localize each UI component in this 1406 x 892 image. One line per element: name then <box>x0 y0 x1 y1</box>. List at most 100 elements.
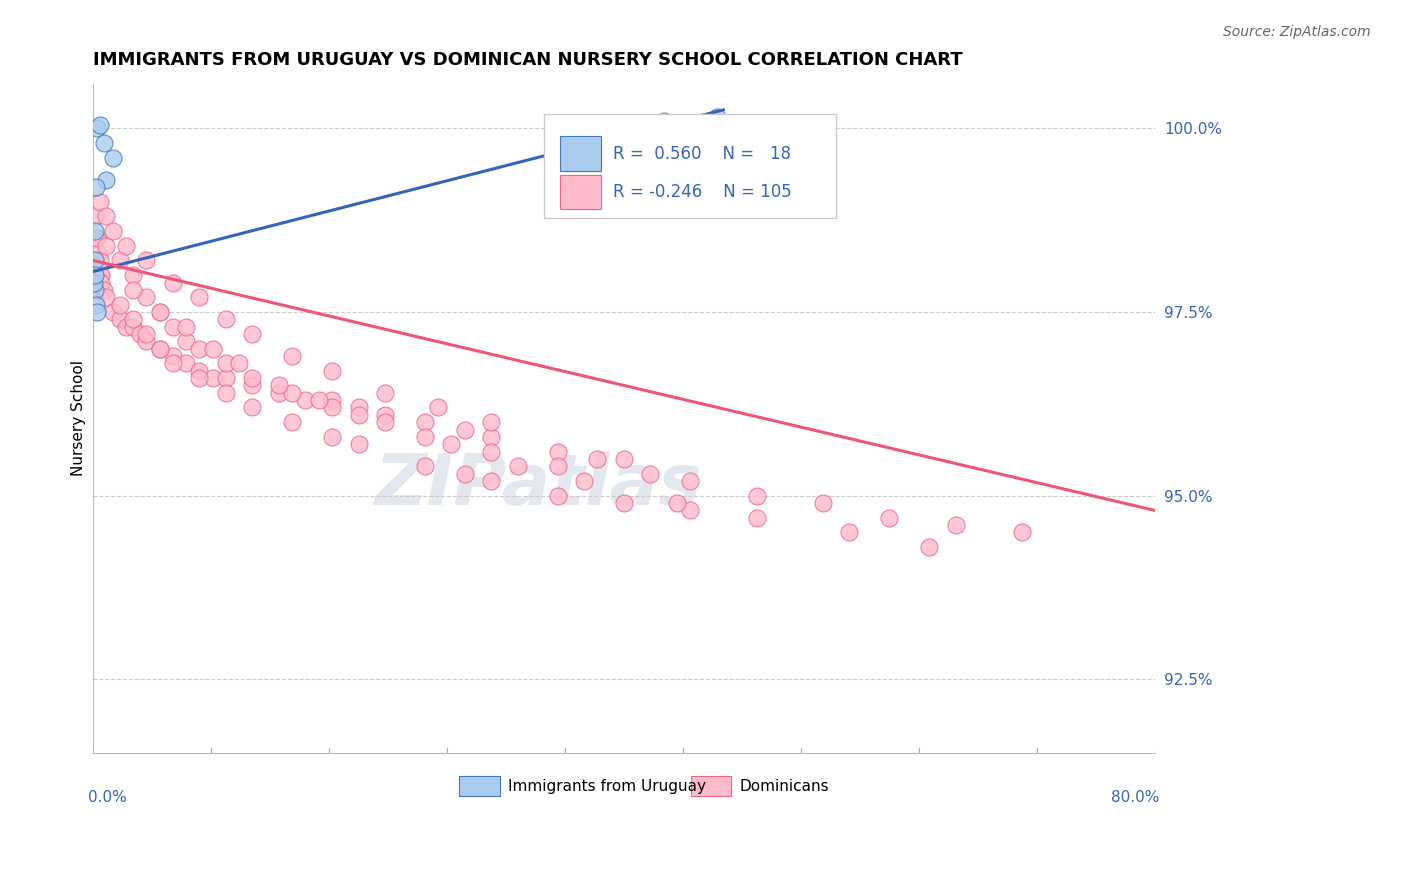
Point <box>135 326 157 341</box>
FancyBboxPatch shape <box>560 136 600 171</box>
Point <box>86 305 108 319</box>
Point <box>122 312 145 326</box>
Point <box>811 496 834 510</box>
Point <box>174 319 197 334</box>
Point <box>547 444 569 458</box>
Point <box>838 525 860 540</box>
Point <box>640 467 662 481</box>
Point <box>347 408 370 422</box>
Point <box>108 297 131 311</box>
Point <box>413 415 436 429</box>
Point <box>613 451 636 466</box>
Y-axis label: Nursery School: Nursery School <box>72 360 86 476</box>
Point <box>108 312 131 326</box>
Point <box>242 371 264 385</box>
Text: 0.0%: 0.0% <box>89 789 127 805</box>
Point <box>174 356 197 370</box>
Point <box>135 253 157 268</box>
Point <box>148 305 170 319</box>
Point <box>215 385 238 400</box>
Point <box>101 151 124 165</box>
Point <box>374 408 396 422</box>
Point <box>665 496 688 510</box>
Point <box>479 444 502 458</box>
Point <box>547 459 569 474</box>
Point <box>215 312 238 326</box>
Point <box>162 276 184 290</box>
Point <box>281 385 304 400</box>
Point <box>506 459 529 474</box>
Point <box>89 194 111 209</box>
Point <box>101 305 124 319</box>
Point <box>321 393 343 408</box>
Text: IMMIGRANTS FROM URUGUAY VS DOMINICAN NURSERY SCHOOL CORRELATION CHART: IMMIGRANTS FROM URUGUAY VS DOMINICAN NUR… <box>93 51 963 69</box>
Point <box>83 253 105 268</box>
Point <box>122 319 145 334</box>
Point <box>321 401 343 415</box>
Point <box>90 276 112 290</box>
Point <box>945 518 967 533</box>
Point <box>479 474 502 488</box>
Point <box>84 180 107 194</box>
Point <box>745 510 768 524</box>
Point <box>148 342 170 356</box>
Point <box>188 364 211 378</box>
Point <box>613 496 636 510</box>
Point <box>86 231 108 245</box>
Point <box>84 210 107 224</box>
Point <box>374 385 396 400</box>
Point <box>228 356 250 370</box>
Point <box>115 319 138 334</box>
Point <box>188 342 211 356</box>
Point <box>122 268 145 283</box>
Point <box>267 385 290 400</box>
Point <box>308 393 330 408</box>
Point <box>84 224 107 238</box>
Point <box>413 430 436 444</box>
Point <box>148 342 170 356</box>
Point <box>242 326 264 341</box>
Point <box>242 401 264 415</box>
Point <box>162 319 184 334</box>
Point <box>90 268 112 283</box>
Point <box>347 437 370 451</box>
Point <box>242 378 264 392</box>
Point <box>188 371 211 385</box>
Point <box>162 356 184 370</box>
Point <box>201 371 224 385</box>
Point <box>87 283 110 297</box>
Point <box>572 474 595 488</box>
Point <box>547 489 569 503</box>
Point <box>86 121 108 136</box>
Point <box>84 297 107 311</box>
Point <box>215 356 238 370</box>
FancyBboxPatch shape <box>560 175 600 210</box>
Point <box>87 246 110 260</box>
Point <box>84 231 107 245</box>
FancyBboxPatch shape <box>460 776 499 797</box>
Point <box>83 283 105 297</box>
Point <box>672 121 695 136</box>
Point <box>96 239 118 253</box>
Point <box>1011 525 1033 540</box>
Point <box>215 371 238 385</box>
Point <box>174 334 197 349</box>
Point <box>89 253 111 268</box>
Point <box>89 268 111 283</box>
Point <box>479 430 502 444</box>
Point <box>679 474 702 488</box>
Point <box>652 114 675 128</box>
Point <box>745 489 768 503</box>
Point <box>347 401 370 415</box>
Point <box>115 239 138 253</box>
Point <box>96 210 118 224</box>
Point <box>89 118 111 132</box>
Point <box>201 342 224 356</box>
Point <box>706 110 728 124</box>
Point <box>918 540 941 554</box>
Text: R =  0.560    N =   18: R = 0.560 N = 18 <box>613 145 792 162</box>
Point <box>586 451 609 466</box>
Point <box>83 268 105 283</box>
Point <box>321 364 343 378</box>
Text: Dominicans: Dominicans <box>740 779 830 794</box>
